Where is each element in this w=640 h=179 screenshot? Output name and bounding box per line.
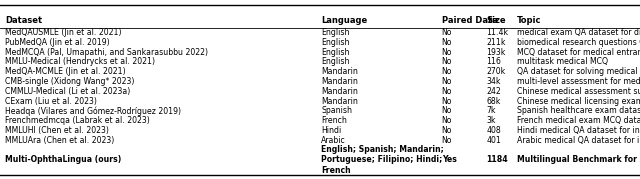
Text: French: French bbox=[321, 116, 347, 125]
Text: 270k: 270k bbox=[486, 67, 506, 76]
Text: MMLUAra (Chen et al. 2023): MMLUAra (Chen et al. 2023) bbox=[5, 136, 115, 145]
Text: 401: 401 bbox=[486, 136, 501, 145]
Text: Mandarin: Mandarin bbox=[321, 67, 358, 76]
Text: Dataset: Dataset bbox=[5, 16, 42, 25]
Text: 116: 116 bbox=[486, 57, 501, 66]
Text: No: No bbox=[442, 136, 452, 145]
Text: Chinese medical assessment suite QA dataset: Chinese medical assessment suite QA data… bbox=[517, 87, 640, 96]
Text: 11.4k: 11.4k bbox=[486, 28, 509, 37]
Text: CExam (Liu et al. 2023): CExam (Liu et al. 2023) bbox=[5, 97, 97, 106]
Text: Spanish healthcare exam dataset: Spanish healthcare exam dataset bbox=[517, 107, 640, 115]
Text: Multi-OphthaLingua (ours): Multi-OphthaLingua (ours) bbox=[5, 155, 122, 164]
Text: Multilingual Benchmark for Assessing and Debiasing: Multilingual Benchmark for Assessing and… bbox=[517, 155, 640, 164]
Text: biomedical research questions QA dataset: biomedical research questions QA dataset bbox=[517, 38, 640, 47]
Text: multi-level assessment for medical knowledge: multi-level assessment for medical knowl… bbox=[517, 77, 640, 86]
Text: Arabic: Arabic bbox=[321, 136, 346, 145]
Text: 3k: 3k bbox=[486, 116, 496, 125]
Text: CMMLU-Medical (Li et al. 2023a): CMMLU-Medical (Li et al. 2023a) bbox=[5, 87, 131, 96]
Text: 242: 242 bbox=[486, 87, 501, 96]
Text: medical exam QA dataset for disease diagnosis: medical exam QA dataset for disease diag… bbox=[517, 28, 640, 37]
Text: QA dataset for solving medical problems: QA dataset for solving medical problems bbox=[517, 67, 640, 76]
Text: English: English bbox=[321, 38, 350, 47]
Text: No: No bbox=[442, 126, 452, 135]
Text: Frenchmedmcqa (Labrak et al. 2023): Frenchmedmcqa (Labrak et al. 2023) bbox=[5, 116, 150, 125]
Text: No: No bbox=[442, 87, 452, 96]
Text: No: No bbox=[442, 107, 452, 115]
Text: Hindi: Hindi bbox=[321, 126, 342, 135]
Text: English: English bbox=[321, 57, 350, 66]
Text: 211k: 211k bbox=[486, 38, 506, 47]
Text: MedMCQA (Pal, Umapathi, and Sankarasubbu 2022): MedMCQA (Pal, Umapathi, and Sankarasubbu… bbox=[5, 48, 208, 57]
Text: PubMedQA (Jin et al. 2019): PubMedQA (Jin et al. 2019) bbox=[5, 38, 109, 47]
Text: MMLUHI (Chen et al. 2023): MMLUHI (Chen et al. 2023) bbox=[5, 126, 109, 135]
Text: 7k: 7k bbox=[486, 107, 496, 115]
Text: CMB-single (Xidong Wang* 2023): CMB-single (Xidong Wang* 2023) bbox=[5, 77, 134, 86]
Text: MedQA-MCMLE (Jin et al. 2021): MedQA-MCMLE (Jin et al. 2021) bbox=[5, 67, 125, 76]
Text: Portuguese; Filipino; Hindi;: Portuguese; Filipino; Hindi; bbox=[321, 155, 442, 164]
Text: English: English bbox=[321, 48, 350, 57]
Text: MedQAUSMLE (Jin et al. 2021): MedQAUSMLE (Jin et al. 2021) bbox=[5, 28, 122, 37]
Text: 193k: 193k bbox=[486, 48, 506, 57]
Text: MCQ dataset for medical entrance exams: MCQ dataset for medical entrance exams bbox=[517, 48, 640, 57]
Text: 68k: 68k bbox=[486, 97, 500, 106]
Text: Headqa (Vilares and Gómez-Rodríguez 2019): Headqa (Vilares and Gómez-Rodríguez 2019… bbox=[5, 106, 181, 116]
Text: No: No bbox=[442, 77, 452, 86]
Text: Spanish: Spanish bbox=[321, 107, 352, 115]
Text: No: No bbox=[442, 38, 452, 47]
Text: Mandarin: Mandarin bbox=[321, 87, 358, 96]
Text: Language: Language bbox=[321, 16, 367, 25]
Text: English: English bbox=[321, 28, 350, 37]
Text: No: No bbox=[442, 57, 452, 66]
Text: French medical exam MCQ dataset: French medical exam MCQ dataset bbox=[517, 116, 640, 125]
Text: MMLU-Medical (Hendrycks et al. 2021): MMLU-Medical (Hendrycks et al. 2021) bbox=[5, 57, 155, 66]
Text: Chinese medical licensing exam QA dataset: Chinese medical licensing exam QA datase… bbox=[517, 97, 640, 106]
Text: Yes: Yes bbox=[442, 155, 456, 164]
Text: No: No bbox=[442, 28, 452, 37]
Text: Paired Data: Paired Data bbox=[442, 16, 497, 25]
Text: French: French bbox=[321, 166, 351, 175]
Text: 1184: 1184 bbox=[486, 155, 508, 164]
Text: 34k: 34k bbox=[486, 77, 501, 86]
Text: Hindi medical QA dataset for instruction fine-tuning: Hindi medical QA dataset for instruction… bbox=[517, 126, 640, 135]
Text: Topic: Topic bbox=[517, 16, 541, 25]
Text: Size: Size bbox=[486, 16, 506, 25]
Text: Arabic medical QA dataset for instruction fine-tuning: Arabic medical QA dataset for instructio… bbox=[517, 136, 640, 145]
Text: No: No bbox=[442, 97, 452, 106]
Text: No: No bbox=[442, 48, 452, 57]
Text: multitask medical MCQ: multitask medical MCQ bbox=[517, 57, 608, 66]
Text: English; Spanish; Mandarin;: English; Spanish; Mandarin; bbox=[321, 145, 444, 154]
Text: Mandarin: Mandarin bbox=[321, 97, 358, 106]
Text: Mandarin: Mandarin bbox=[321, 77, 358, 86]
Text: No: No bbox=[442, 67, 452, 76]
Text: 408: 408 bbox=[486, 126, 501, 135]
Text: No: No bbox=[442, 116, 452, 125]
